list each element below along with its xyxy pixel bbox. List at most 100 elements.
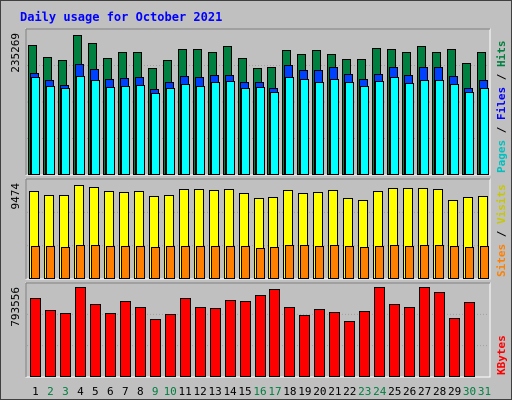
bar-kbytes xyxy=(329,312,340,377)
bar-kbytes xyxy=(359,311,370,377)
bar-sites xyxy=(300,245,309,279)
bar-pages xyxy=(465,92,474,175)
bar-pages xyxy=(76,76,85,175)
bar-sites xyxy=(181,246,190,279)
x-tick-label: 3 xyxy=(62,385,69,398)
bar-pages xyxy=(136,85,145,175)
chart-title: Daily usage for October 2021 xyxy=(20,10,222,24)
bar-pages xyxy=(121,86,130,175)
legend-entry: Files xyxy=(495,87,508,120)
bar-sites xyxy=(270,247,279,279)
bar-sites xyxy=(241,246,250,279)
bar-kbytes xyxy=(165,314,176,377)
chart-panel-1: 235269 Pages / Files / Hits xyxy=(9,28,508,176)
bar-kbytes xyxy=(419,287,430,377)
bar-sites xyxy=(91,245,100,279)
x-tick-label: 28 xyxy=(433,385,446,398)
x-tick-label: 17 xyxy=(268,385,281,398)
bar-sites xyxy=(166,246,175,279)
bar-sites xyxy=(420,245,429,279)
bar-sites xyxy=(465,247,474,279)
bar-pages xyxy=(315,82,324,175)
series-legend: Sites / Visits xyxy=(495,184,508,277)
x-tick-label: 29 xyxy=(448,385,461,398)
series-legend: KBytes xyxy=(495,335,508,375)
bar-kbytes xyxy=(150,319,161,377)
x-tick-label: 13 xyxy=(208,385,221,398)
bar-sites xyxy=(211,246,220,279)
chart-panel-3: 793556 KBytes xyxy=(9,282,508,378)
bar-kbytes xyxy=(389,304,400,377)
y-max-label: 235269 xyxy=(9,33,22,73)
legend-entry: Visits xyxy=(495,184,508,224)
y-max-label: 9474 xyxy=(9,183,22,210)
bar-pages xyxy=(31,77,40,175)
bar-kbytes xyxy=(464,302,475,377)
bar-sites xyxy=(345,246,354,279)
bar-pages xyxy=(435,80,444,175)
bar-pages xyxy=(256,87,265,175)
x-tick-label: 25 xyxy=(388,385,401,398)
x-tick-label: 26 xyxy=(403,385,416,398)
x-tick-label: 1 xyxy=(32,385,39,398)
bar-kbytes xyxy=(210,308,221,377)
bar-kbytes xyxy=(344,321,355,377)
bar-kbytes xyxy=(90,304,101,377)
x-tick-label: 2 xyxy=(47,385,54,398)
bar-kbytes xyxy=(299,315,310,377)
bar-sites xyxy=(315,246,324,279)
bar-kbytes xyxy=(45,310,56,377)
x-tick-label: 15 xyxy=(238,385,251,398)
legend-entry: Sites xyxy=(495,244,508,277)
legend-separator: / xyxy=(495,120,508,140)
bar-kbytes xyxy=(255,295,266,377)
bar-sites xyxy=(360,247,369,279)
x-tick-label: 30 xyxy=(463,385,476,398)
bar-sites xyxy=(196,246,205,279)
bar-pages xyxy=(270,92,279,175)
x-tick-label: 20 xyxy=(313,385,326,398)
x-tick-label: 16 xyxy=(253,385,266,398)
bar-kbytes xyxy=(284,307,295,377)
legend-entry: KBytes xyxy=(495,335,508,375)
x-tick-label: 12 xyxy=(194,385,207,398)
bar-sites xyxy=(226,246,235,279)
legend-entry: Pages xyxy=(495,140,508,173)
bar-pages xyxy=(390,77,399,175)
bar-sites xyxy=(330,245,339,279)
bar-sites xyxy=(61,247,70,279)
legend-separator: / xyxy=(495,67,508,87)
bar-pages xyxy=(345,82,354,175)
chart-panel-2: 9474 Sites / Visits xyxy=(9,178,508,280)
bar-kbytes xyxy=(75,287,86,377)
series-legend: Pages / Files / Hits xyxy=(495,41,508,174)
bar-sites xyxy=(375,246,384,279)
x-tick-label: 4 xyxy=(77,385,84,398)
bar-kbytes xyxy=(180,298,191,377)
x-tick-label: 10 xyxy=(164,385,177,398)
legend-separator: / xyxy=(495,224,508,244)
x-tick-label: 21 xyxy=(328,385,341,398)
bar-pages xyxy=(181,84,190,175)
bar-kbytes xyxy=(314,309,325,377)
bar-pages xyxy=(166,88,175,175)
bar-sites xyxy=(435,245,444,279)
x-tick-label: 24 xyxy=(373,385,387,398)
bar-sites xyxy=(121,246,130,279)
bar-kbytes xyxy=(449,318,460,377)
bar-sites xyxy=(76,245,85,279)
bar-kbytes xyxy=(225,300,236,377)
x-tick-label: 27 xyxy=(418,385,431,398)
bar-pages xyxy=(300,79,309,175)
bar-kbytes xyxy=(120,301,131,377)
bar-pages xyxy=(450,84,459,175)
bar-kbytes xyxy=(60,313,71,377)
y-max-label: 793556 xyxy=(9,287,22,327)
bar-pages xyxy=(241,88,250,175)
bar-pages xyxy=(91,80,100,175)
bar-kbytes xyxy=(269,289,280,377)
bar-pages xyxy=(330,79,339,175)
x-tick-label: 6 xyxy=(107,385,114,398)
